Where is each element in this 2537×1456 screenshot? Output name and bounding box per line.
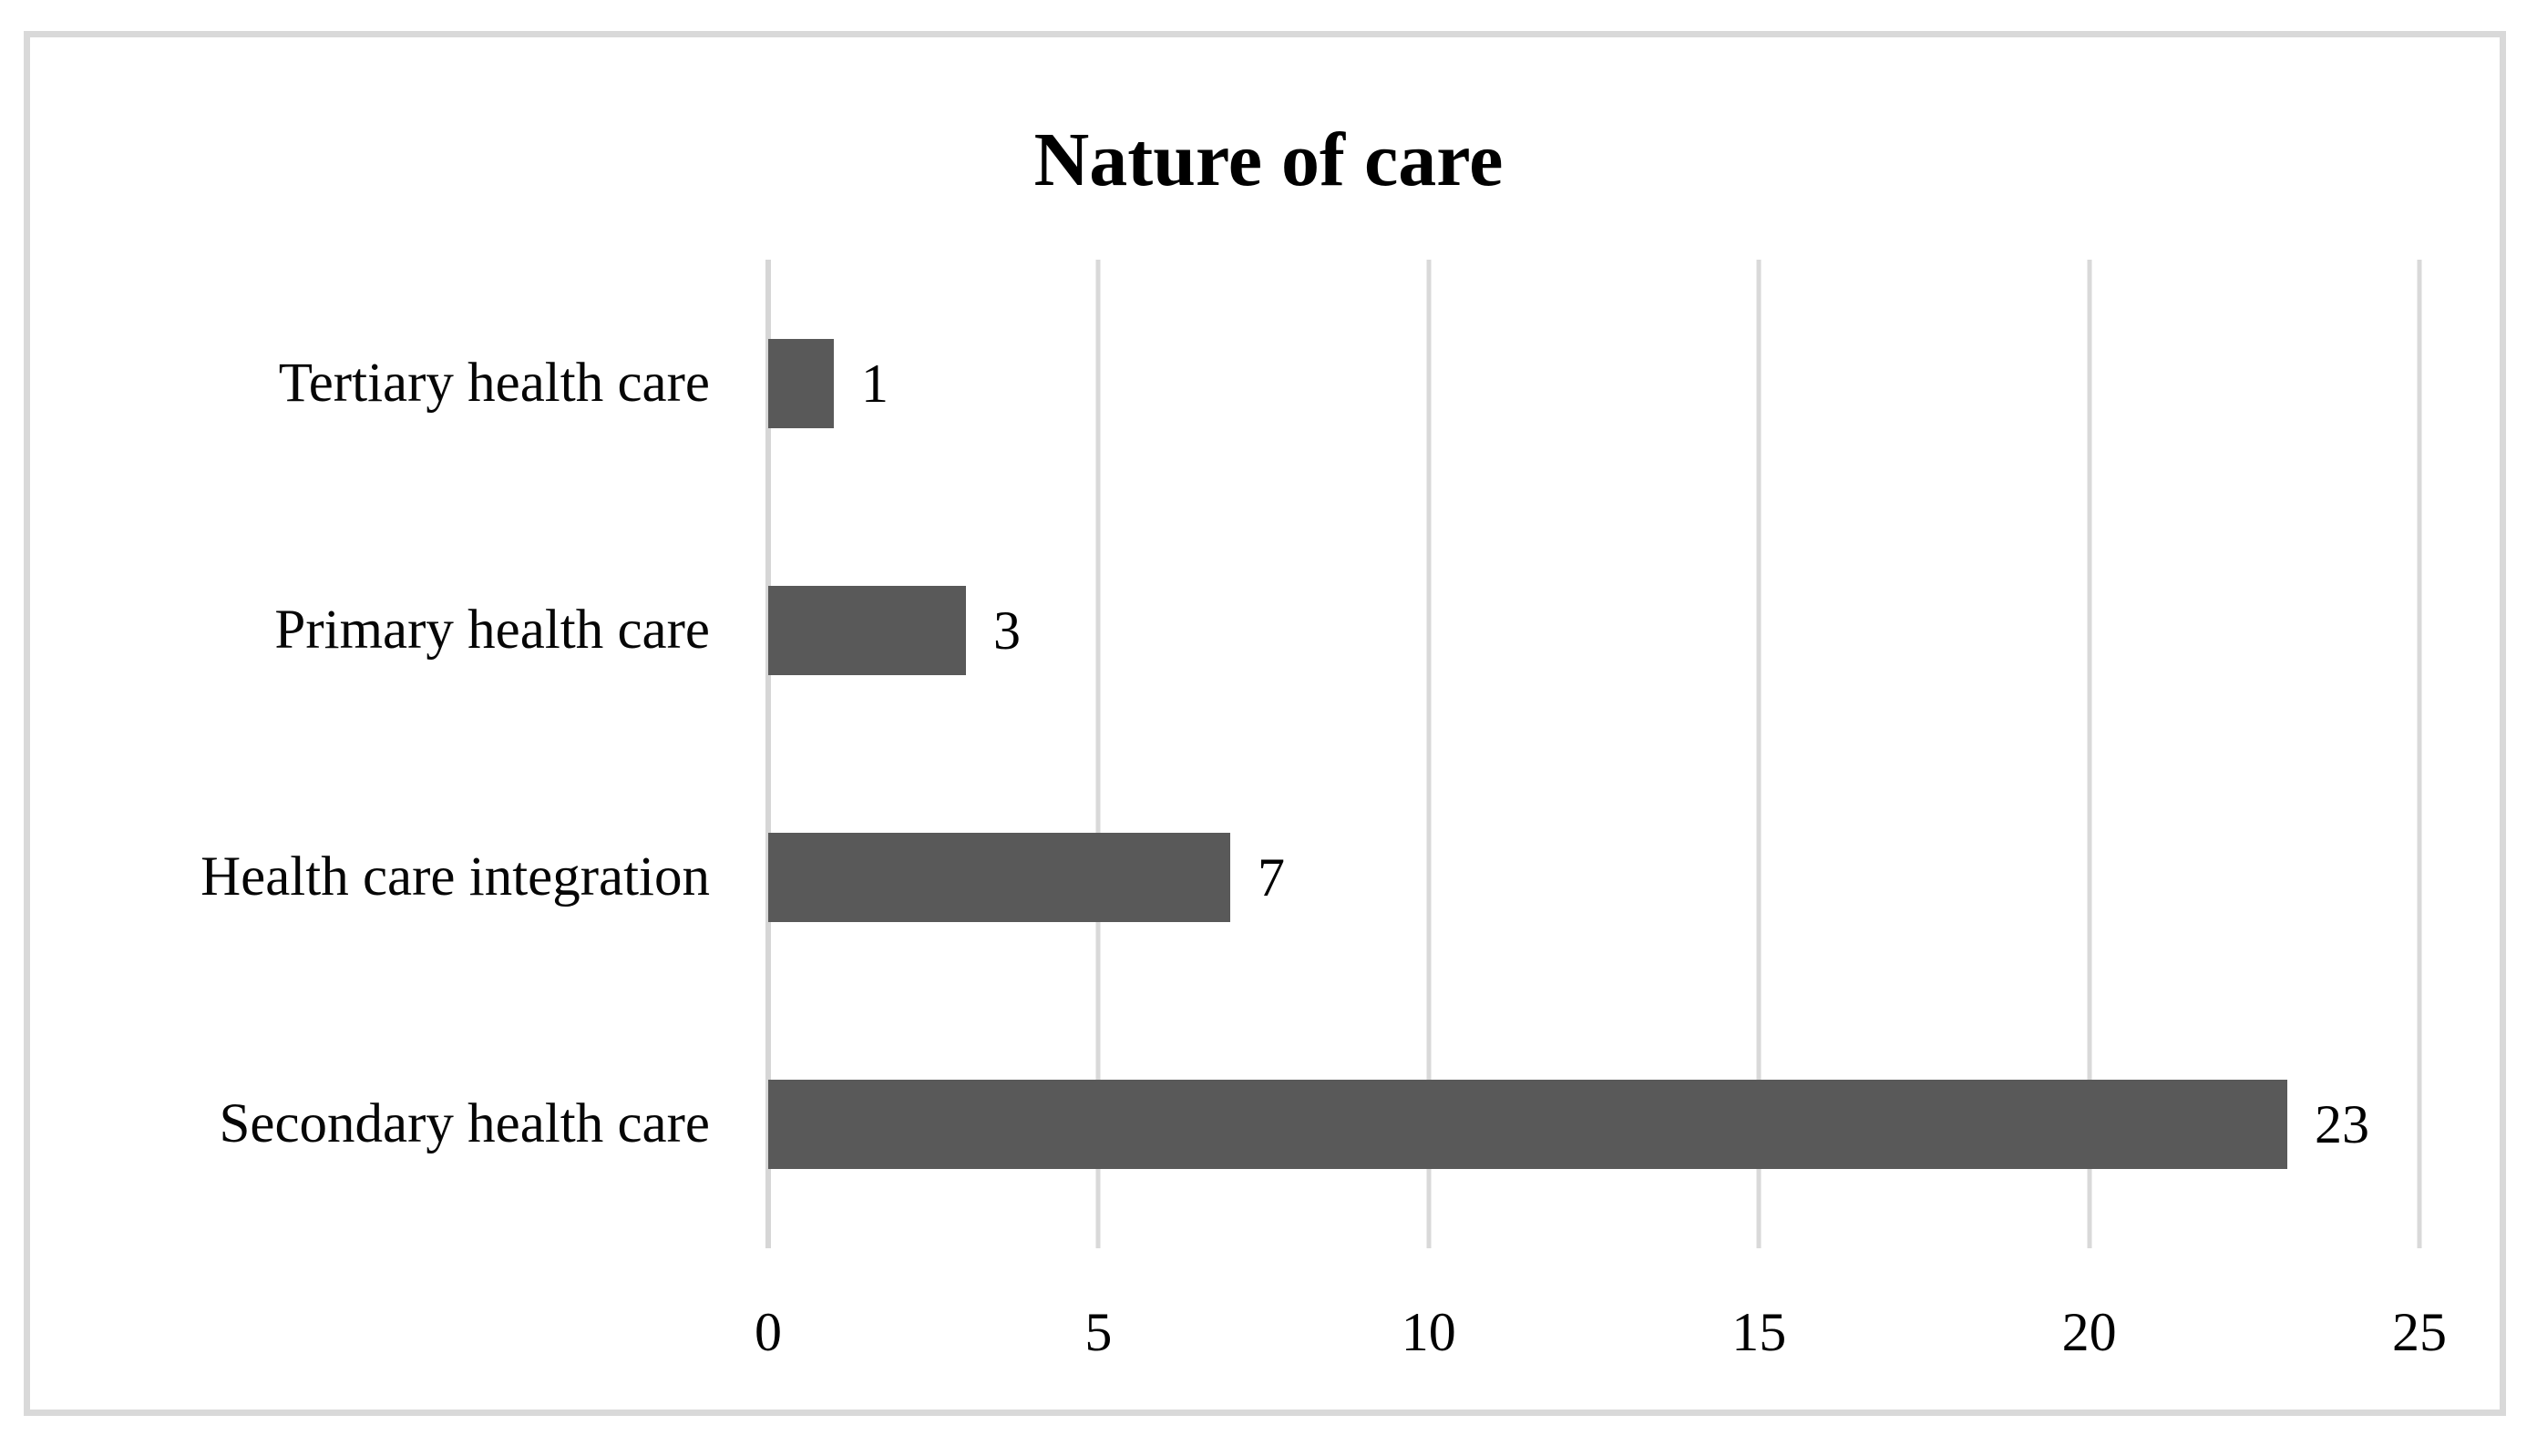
- category-label-2: Primary health care: [274, 600, 710, 661]
- category-label-4: Secondary health care: [219, 1093, 710, 1154]
- gridline-x-5: [1095, 260, 1101, 1248]
- data-label-1: 1: [861, 354, 888, 414]
- x-tick-label-25: 25: [2392, 1302, 2447, 1362]
- category-label-1: Tertiary health care: [278, 353, 710, 414]
- bar-1: [768, 339, 834, 428]
- gridline-x-10: [1426, 260, 1432, 1248]
- x-tick-label-0: 0: [755, 1302, 782, 1362]
- x-tick-label-15: 15: [1731, 1302, 1787, 1362]
- chart-title: Nature of care: [1033, 118, 1504, 202]
- gridline-x-20: [2087, 260, 2092, 1248]
- gridline-x-25: [2417, 260, 2422, 1248]
- bar-3: [768, 833, 1230, 922]
- data-label-3: 7: [1258, 847, 1285, 907]
- plot-area: 1 3 7 23: [765, 260, 2422, 1248]
- category-axis-line: [765, 260, 771, 1248]
- x-tick-label-10: 10: [1401, 1302, 1456, 1362]
- data-label-4: 23: [2315, 1094, 2369, 1154]
- bar-4: [768, 1080, 2287, 1169]
- gridline-x-15: [1756, 260, 1762, 1248]
- x-tick-label-20: 20: [2061, 1302, 2117, 1362]
- category-label-3: Health care integration: [200, 846, 710, 907]
- x-tick-label-5: 5: [1084, 1302, 1113, 1362]
- data-label-2: 3: [993, 600, 1021, 661]
- chart-border-frame: [24, 31, 2506, 1416]
- bar-2: [768, 586, 966, 675]
